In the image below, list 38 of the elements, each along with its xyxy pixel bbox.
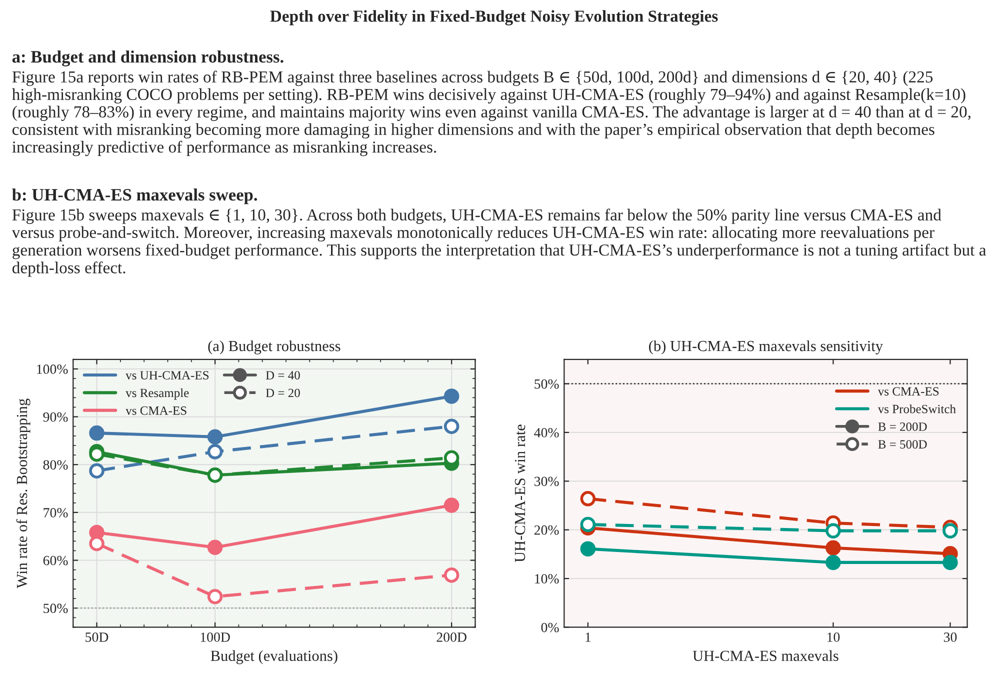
- text: a: Budget and dimension robustness.: [12, 50, 284, 66]
- legend-label: vs UH-CMA-ES: [126, 371, 209, 380]
- y-axis-title: Win rate of Res. Bootstrapping: [16, 398, 30, 588]
- x-axis-title: Budget (evaluations): [210, 650, 338, 664]
- legend-label: vs ProbeSwitch: [878, 404, 956, 414]
- y-tick-label: 90%: [43, 412, 68, 422]
- y-tick-label: 40%: [534, 428, 559, 438]
- x-tick-label: 30: [944, 632, 957, 642]
- y-tick-label: 10%: [535, 574, 559, 584]
- y-tick-label: 50%: [44, 604, 68, 614]
- x-tick-label: 100D: [200, 632, 230, 642]
- legend-label: vs CMA-ES: [126, 406, 186, 415]
- y-tick-label: 0%: [541, 622, 559, 632]
- x-axis-title: UH-CMA-ES maxevals: [692, 650, 838, 661]
- y-tick-label: 80%: [43, 460, 68, 470]
- annotation: B = 200D: [878, 422, 927, 431]
- annotation: B = 500D: [878, 440, 927, 449]
- x-tick-label: 1: [586, 632, 591, 642]
- caption: Figure 15b sweeps maxevals ∈ {1, 10, 30}. Across both budgets, UH-CMA-ES remains far below the 50% parity line versus CMA-ES and versus probe-and-switch. Moreover, increasing maxevals monotonically reduces UH-CMA-ES win rate: allocating more reevaluations per generation worsens fixed-budget performance. This supports the interpretation that UH-CMA-ES’s underperformance is not a tuning artifact but a depth-loss effect.: [12, 208, 986, 277]
- y-tick-label: 50%: [534, 379, 559, 389]
- x-tick-label: 50D: [86, 632, 108, 642]
- y-tick-label: 30%: [534, 476, 559, 486]
- caption: Figure 15a reports win rates of RB-PEM against three baselines across budgets B ∈ {50d, 100d, 200d} and dimensions d ∈ {20, 40} (225 high-misranking COCO problems per setting). RB-PEM wins decisively against UH-CMA-ES (roughly 79–94%) and against Resample(k=10) (roughly 78–83%) in every regime, and maintains majority wins even against vanilla CMA-ES. The advantage is larger at d = 40 than at d = 20, consistent with misranking becoming more damaging in higher dimensions and with the paper’s empirical observation that depth becomes increasingly predictive of performance as misranking increases.: [12, 70, 970, 156]
- text: Depth over Fidelity in Fixed-Budget Noisy Evolution Strategies: [270, 10, 718, 26]
- chart-title: (a) Budget robustness: [208, 340, 340, 354]
- x-tick-label: 10: [827, 632, 840, 642]
- y-tick-label: 60%: [43, 556, 68, 566]
- legend-label: vs Resample: [126, 388, 189, 400]
- y-axis-title: UH-CMA-ES win rate: [514, 424, 526, 562]
- chart-title: (b) UH-CMA-ES maxevals sensitivity: [649, 340, 883, 354]
- y-tick-label: 100%: [37, 364, 68, 374]
- annotation: D = 20: [266, 388, 300, 398]
- y-tick-label: 70%: [44, 508, 68, 518]
- y-tick-label: 20%: [534, 525, 559, 535]
- x-tick-label: 200D: [436, 632, 466, 642]
- annotation: D = 40: [266, 371, 300, 380]
- text: b: UH-CMA-ES maxevals sweep.: [12, 188, 258, 204]
- legend-label: vs CMA-ES: [878, 387, 939, 396]
